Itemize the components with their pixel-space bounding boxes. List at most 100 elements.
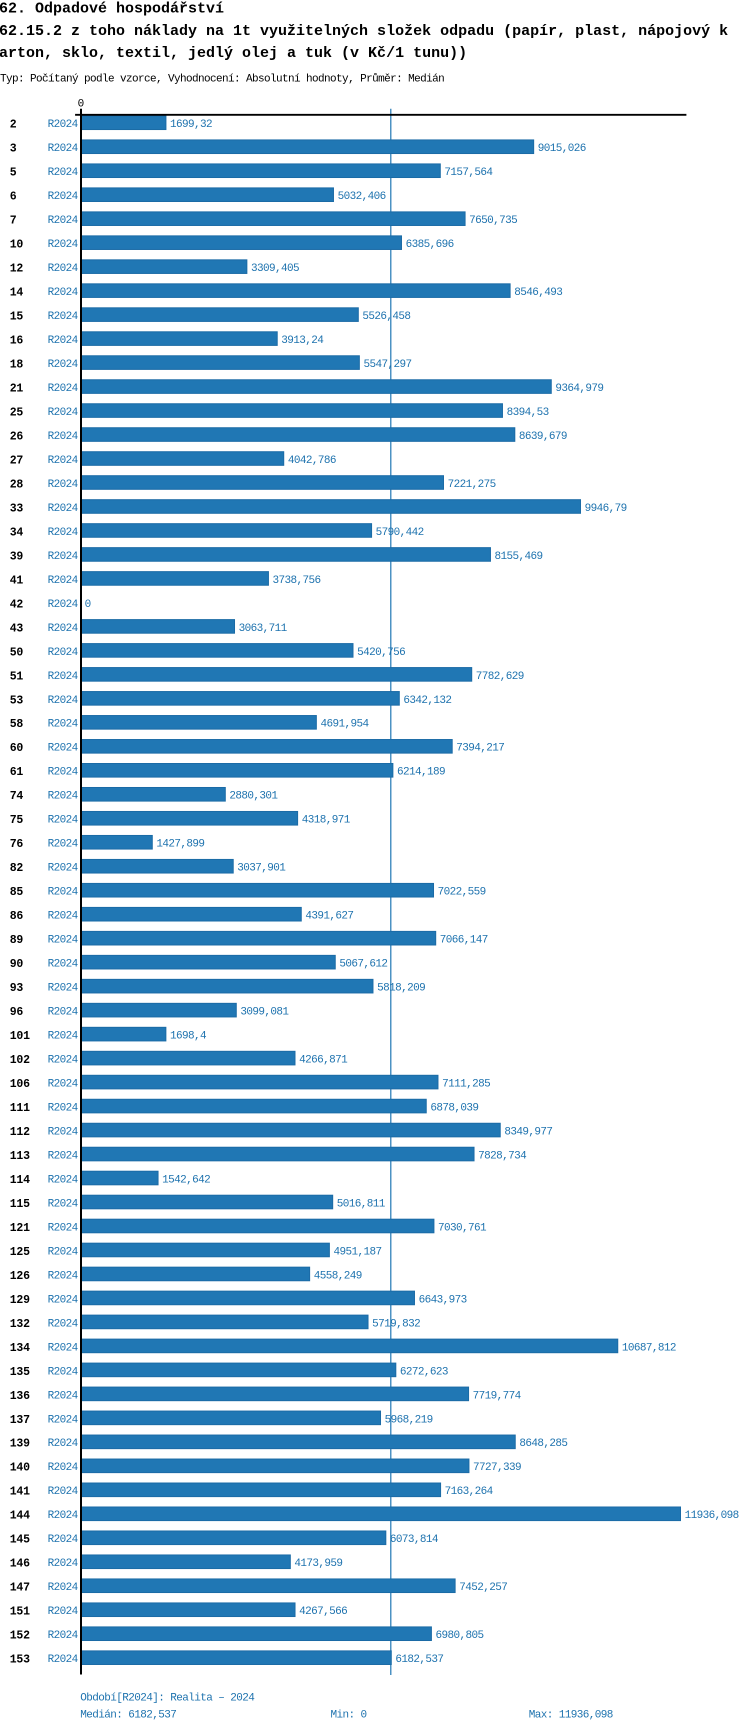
svg-text:R2024: R2024 [48,1606,79,1618]
svg-text:74: 74 [10,790,24,803]
svg-text:R2024: R2024 [48,623,79,635]
svg-text:R2024: R2024 [48,263,79,275]
svg-text:5016,811: 5016,811 [337,1198,386,1210]
svg-text:R2024: R2024 [48,1007,79,1019]
svg-text:8648,285: 8648,285 [519,1438,567,1450]
svg-text:101: 101 [10,1030,30,1043]
svg-text:53: 53 [10,694,24,707]
svg-text:114: 114 [10,1174,30,1187]
svg-text:137: 137 [10,1414,30,1427]
svg-text:R2024: R2024 [48,1055,79,1067]
svg-text:4691,954: 4691,954 [320,719,369,731]
svg-text:8349,977: 8349,977 [504,1127,552,1139]
svg-text:R2024: R2024 [48,983,79,995]
svg-text:14: 14 [10,287,24,300]
svg-text:8546,493: 8546,493 [514,287,562,299]
svg-text:102: 102 [10,1054,30,1067]
svg-text:R2024: R2024 [48,335,79,347]
svg-text:3: 3 [10,143,17,156]
svg-text:6214,189: 6214,189 [397,767,445,779]
svg-text:R2024: R2024 [48,1222,79,1234]
svg-text:5420,756: 5420,756 [357,647,405,659]
svg-text:R2024: R2024 [48,479,79,491]
svg-text:1542,642: 1542,642 [162,1174,210,1186]
svg-text:R2024: R2024 [48,575,79,587]
svg-text:5547,297: 5547,297 [363,359,411,371]
svg-text:R2024: R2024 [48,287,79,299]
svg-text:R2024: R2024 [48,767,79,779]
svg-text:153: 153 [10,1654,30,1667]
svg-text:33: 33 [10,502,24,515]
svg-text:R2024: R2024 [48,1654,79,1666]
svg-text:6342,132: 6342,132 [403,695,451,707]
svg-text:R2024: R2024 [48,167,79,179]
svg-text:39: 39 [10,550,24,563]
svg-text:R2024: R2024 [48,1630,79,1642]
svg-text:5: 5 [10,167,17,180]
svg-text:60: 60 [10,742,24,755]
svg-text:6980,805: 6980,805 [436,1630,484,1642]
svg-text:51: 51 [10,670,24,683]
svg-text:136: 136 [10,1390,30,1403]
svg-text:3738,756: 3738,756 [273,575,321,587]
svg-text:6: 6 [10,191,17,204]
svg-text:7828,734: 7828,734 [478,1150,527,1162]
svg-text:6073,814: 6073,814 [390,1534,439,1546]
svg-text:7782,629: 7782,629 [476,671,524,683]
svg-text:7719,774: 7719,774 [473,1390,522,1402]
svg-text:7022,559: 7022,559 [438,887,486,899]
svg-text:6272,623: 6272,623 [400,1366,448,1378]
svg-text:Max: 11936,098: Max: 11936,098 [529,1709,613,1721]
svg-text:5067,612: 5067,612 [339,959,387,971]
svg-text:106: 106 [10,1078,30,1091]
svg-text:R2024: R2024 [48,407,79,419]
svg-text:R2024: R2024 [48,743,79,755]
svg-text:R2024: R2024 [48,1438,79,1450]
svg-text:152: 152 [10,1630,30,1643]
svg-text:3037,901: 3037,901 [237,863,286,875]
svg-text:R2024: R2024 [48,1342,79,1354]
svg-text:2: 2 [10,119,17,132]
svg-text:R2024: R2024 [48,383,79,395]
svg-text:61: 61 [10,766,24,779]
svg-text:27: 27 [10,454,24,467]
svg-text:arton, sklo, textil, jedlý ole: arton, sklo, textil, jedlý olej a tuk (v… [0,45,467,62]
svg-text:R2024: R2024 [48,1031,79,1043]
svg-text:Typ: Počítaný podle vzorce, Vy: Typ: Počítaný podle vzorce, Vyhodnocení:… [0,72,444,85]
svg-text:7030,761: 7030,761 [438,1222,487,1234]
svg-text:R2024: R2024 [48,1294,79,1306]
svg-text:R2024: R2024 [48,1127,79,1139]
svg-text:3099,081: 3099,081 [240,1007,289,1019]
svg-text:5968,219: 5968,219 [385,1414,433,1426]
svg-text:126: 126 [10,1270,30,1283]
svg-text:50: 50 [10,646,24,659]
svg-text:7: 7 [10,215,17,228]
svg-text:7394,217: 7394,217 [456,743,504,755]
svg-text:R2024: R2024 [48,1462,79,1474]
svg-text:4391,627: 4391,627 [305,911,353,923]
svg-text:Min: 0: Min: 0 [331,1709,367,1721]
svg-text:R2024: R2024 [48,695,79,707]
svg-text:15: 15 [10,311,24,324]
svg-text:18: 18 [10,359,24,372]
svg-text:R2024: R2024 [48,935,79,947]
svg-text:R2024: R2024 [48,143,79,155]
svg-text:135: 135 [10,1366,30,1379]
svg-text:147: 147 [10,1582,30,1595]
svg-text:76: 76 [10,838,24,851]
svg-text:42: 42 [10,598,24,611]
svg-text:R2024: R2024 [48,959,79,971]
svg-text:10: 10 [10,239,24,252]
svg-text:4951,187: 4951,187 [333,1246,381,1258]
svg-text:132: 132 [10,1318,30,1331]
svg-text:R2024: R2024 [48,1079,79,1091]
svg-text:139: 139 [10,1438,30,1451]
svg-text:5818,209: 5818,209 [377,983,425,995]
svg-text:8639,679: 8639,679 [519,431,567,443]
svg-text:6643,973: 6643,973 [419,1294,467,1306]
svg-text:R2024: R2024 [48,911,79,923]
svg-text:R2024: R2024 [48,1534,79,1546]
svg-text:R2024: R2024 [48,719,79,731]
svg-text:75: 75 [10,814,24,827]
svg-text:R2024: R2024 [48,599,79,611]
